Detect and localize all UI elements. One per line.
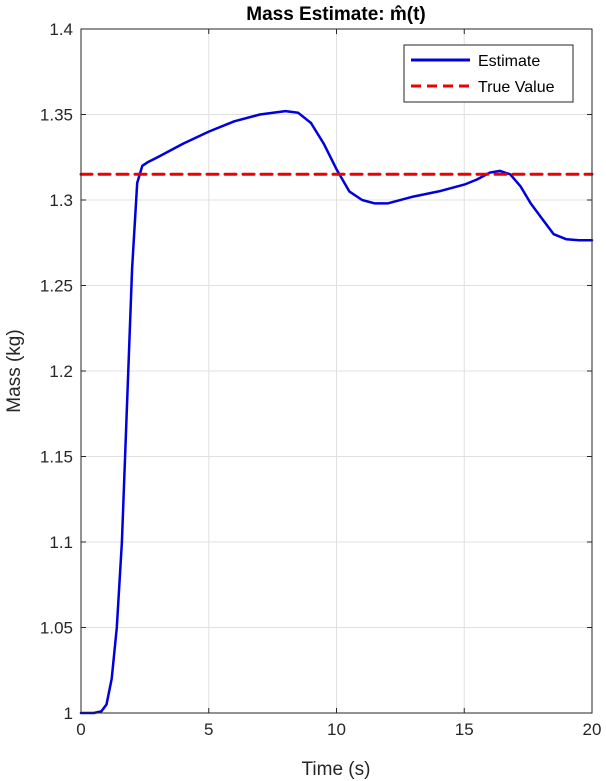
y-tick-label: 1.2 <box>49 362 73 381</box>
y-tick-label: 1.35 <box>40 106 73 125</box>
chart-title: Mass Estimate: m̂(t) <box>246 4 426 25</box>
estimate-series-line <box>79 109 594 715</box>
y-tick-label: 1.05 <box>40 619 73 638</box>
grid-lines <box>81 29 592 713</box>
x-tick-label: 10 <box>327 720 346 739</box>
x-tick-label: 15 <box>455 720 474 739</box>
legend: Estimate True Value <box>403 44 574 103</box>
y-tick-label: 1.3 <box>49 191 73 210</box>
y-axis-label: Mass (kg) <box>4 329 25 412</box>
legend-label-estimate: Estimate <box>478 53 540 70</box>
legend-box <box>403 44 574 103</box>
y-tick-label: 1.1 <box>49 533 73 552</box>
x-tick-label: 5 <box>204 720 213 739</box>
y-tick-label: 1.25 <box>40 277 73 296</box>
legend-label-true-value: True Value <box>478 79 555 96</box>
y-tick-label: 1.4 <box>49 20 73 39</box>
y-tick-label: 1.15 <box>40 448 73 467</box>
x-tick-label: 0 <box>76 720 85 739</box>
x-axis-label: Time (s) <box>302 759 371 780</box>
x-tick-label: 20 <box>583 720 602 739</box>
axis-ticks: 0 5 10 15 20 1 1.05 1.1 1.15 1.2 1.25 1.3 1.35 1.4 <box>40 20 602 739</box>
y-tick-label: 1 <box>64 704 73 723</box>
series-layer <box>79 109 594 715</box>
